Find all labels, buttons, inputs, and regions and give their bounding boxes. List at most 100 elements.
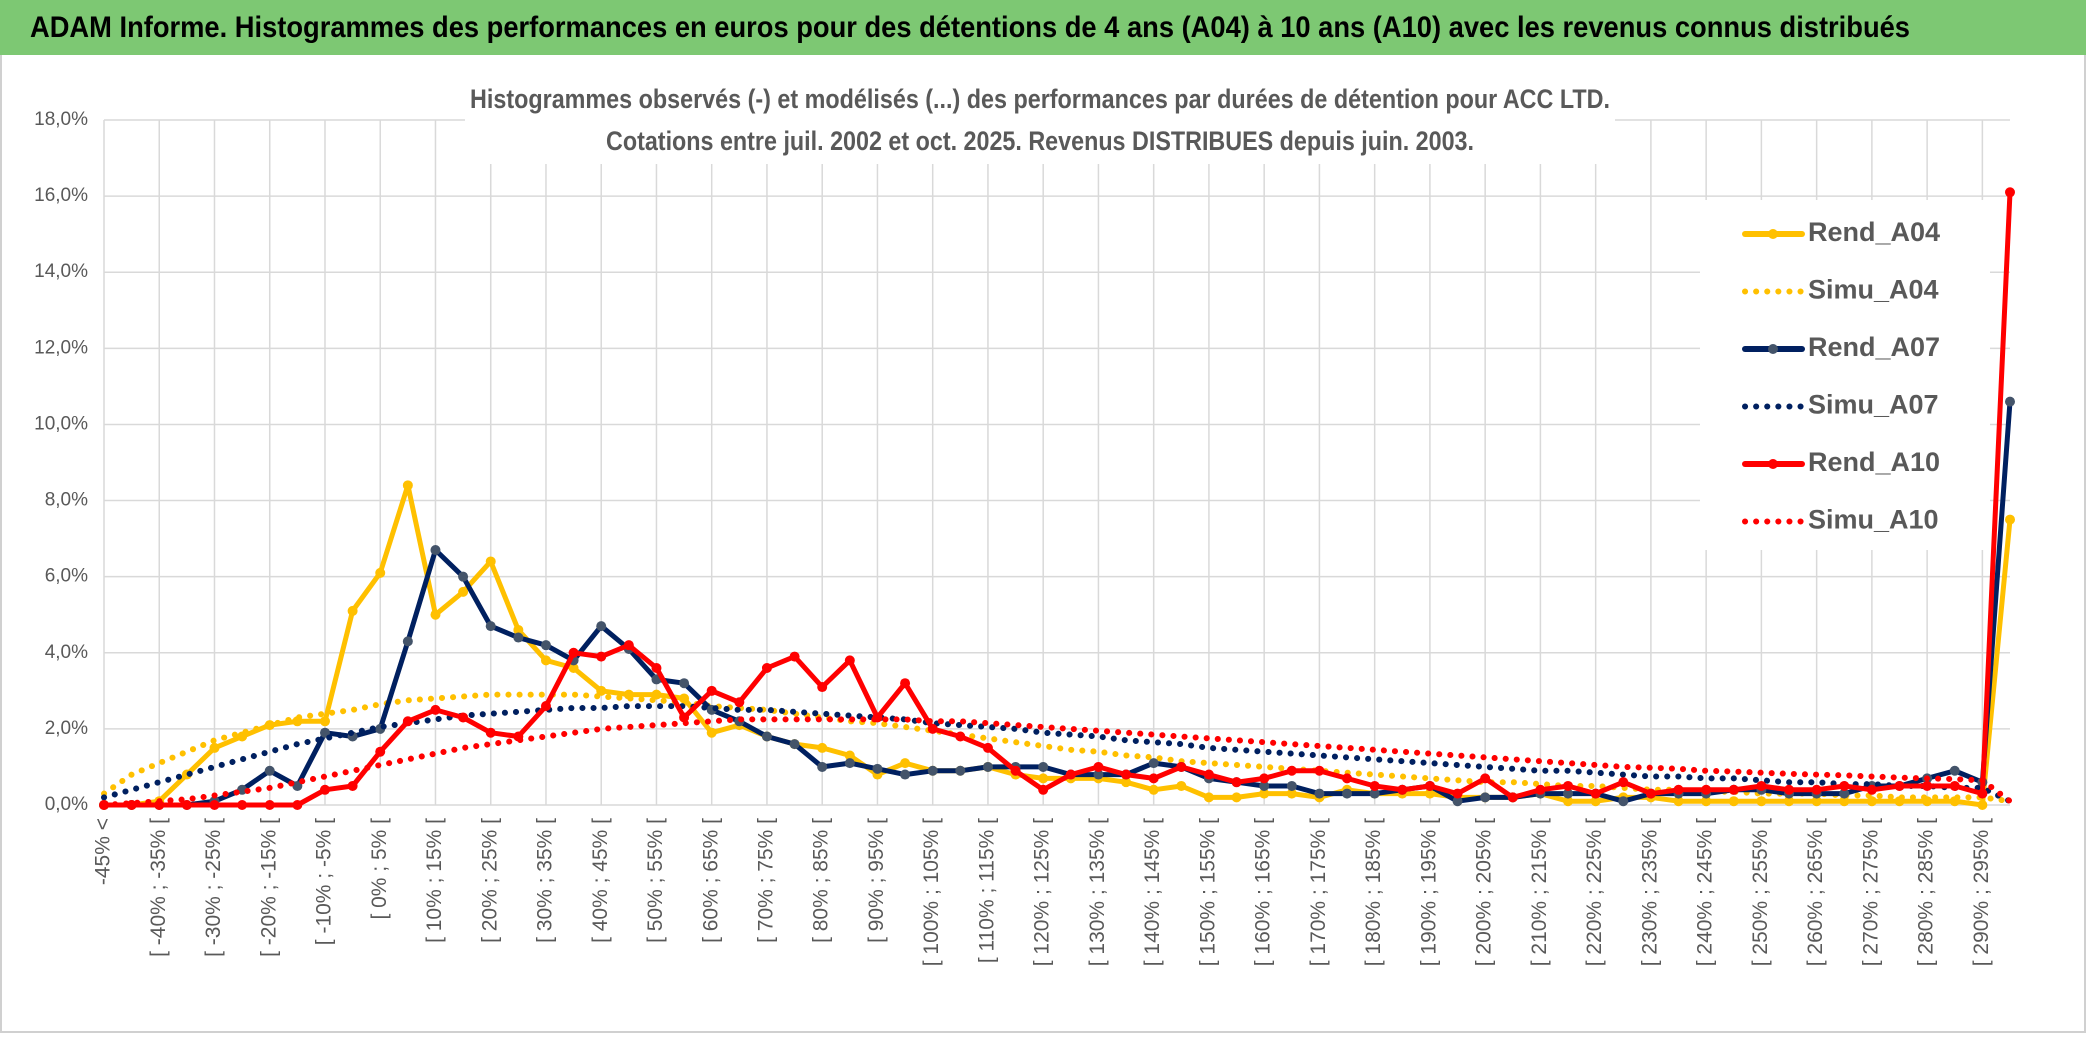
point — [955, 731, 966, 742]
point — [1728, 796, 1739, 807]
y-tick-label: 10,0% — [34, 413, 88, 434]
point — [623, 640, 634, 651]
point — [264, 765, 275, 776]
point — [817, 742, 828, 753]
model-line — [101, 703, 2013, 805]
x-tick-label: [ -40% ; -35% [ — [147, 818, 170, 957]
point — [2005, 187, 2015, 198]
point — [1093, 761, 1104, 772]
x-tick-label: [ 140% ; 145% [ — [1141, 818, 1164, 966]
x-tick-label: [ 110% ; 115% [ — [975, 818, 998, 963]
point — [1342, 788, 1353, 799]
point — [1480, 792, 1491, 803]
legend-marker — [1768, 229, 1778, 239]
legend-label: Rend_A04 — [1808, 217, 1940, 247]
observed-line — [101, 482, 2013, 808]
point — [679, 678, 690, 689]
point — [402, 716, 413, 727]
legend-label: Rend_A07 — [1808, 332, 1940, 362]
legend-label: Rend_A10 — [1808, 447, 1940, 477]
point — [1038, 773, 1049, 784]
point — [1369, 780, 1380, 791]
point — [1563, 796, 1574, 807]
x-tick-label: [ 270% ; 275% [ — [1859, 818, 1882, 966]
point — [430, 704, 441, 715]
point — [1369, 788, 1380, 799]
point — [1038, 761, 1049, 772]
point — [1259, 780, 1270, 791]
x-tick-label: [ 100% ; 105% [ — [920, 818, 943, 966]
point — [1203, 769, 1214, 780]
page-title: ADAM Informe. Histogrammes des performan… — [30, 11, 1910, 44]
point — [651, 689, 662, 700]
point — [1728, 784, 1739, 795]
point — [1148, 758, 1159, 769]
point — [485, 556, 496, 567]
point — [1176, 780, 1187, 791]
point — [1121, 769, 1132, 780]
point — [1314, 765, 1325, 776]
point — [1894, 780, 1905, 791]
point — [1480, 773, 1491, 784]
point — [982, 761, 993, 772]
point — [1065, 769, 1076, 780]
point — [458, 586, 469, 597]
point — [1259, 773, 1270, 784]
point — [1314, 788, 1325, 799]
point — [209, 742, 220, 753]
x-tick-label: [ -20% ; -15% [ — [257, 818, 280, 957]
point — [1342, 773, 1353, 784]
point — [1424, 780, 1435, 791]
title-bar — [0, 0, 2086, 55]
point — [1590, 796, 1601, 807]
y-tick-label: 18,0% — [34, 109, 88, 130]
point — [319, 716, 330, 727]
x-tick-label: [ 190% ; 195% [ — [1417, 818, 1440, 966]
point — [817, 682, 828, 693]
point — [485, 621, 496, 632]
point — [1535, 784, 1546, 795]
x-tick-label: [ 30% ; 35% [ — [534, 818, 557, 943]
point — [540, 640, 551, 651]
point — [264, 800, 275, 810]
point — [761, 731, 772, 742]
point — [1673, 784, 1684, 795]
point — [1507, 792, 1518, 803]
point — [1839, 780, 1850, 791]
observed-line — [101, 189, 2013, 808]
point — [1424, 788, 1435, 799]
y-tick-label: 8,0% — [45, 490, 88, 511]
y-tick-label: 4,0% — [45, 642, 88, 663]
x-tick-label: [ 90% ; 95% [ — [865, 818, 888, 943]
x-tick-label: [ 160% ; 165% [ — [1252, 818, 1275, 966]
x-tick-label: [ 290% ; 295% [ — [1970, 818, 1993, 966]
point — [568, 647, 579, 658]
point — [540, 655, 551, 666]
point — [1839, 796, 1850, 807]
point — [679, 712, 690, 723]
point — [1038, 784, 1049, 795]
point — [540, 701, 551, 712]
x-tick-label: [ 50% ; 55% [ — [644, 818, 667, 943]
x-tick-label: [ 200% ; 205% [ — [1473, 818, 1496, 966]
point — [1673, 796, 1684, 807]
point — [1231, 777, 1242, 788]
point — [789, 739, 800, 750]
y-tick-label: 16,0% — [34, 185, 88, 206]
point — [458, 712, 469, 723]
point — [1701, 796, 1712, 807]
title-background — [465, 80, 1615, 164]
point — [1866, 796, 1877, 807]
point — [1784, 796, 1795, 807]
point — [1286, 765, 1297, 776]
point — [1286, 788, 1297, 799]
model-line — [101, 716, 2013, 808]
point — [1949, 780, 1960, 791]
point — [1866, 784, 1877, 795]
point — [927, 723, 938, 734]
point — [1286, 780, 1297, 791]
point — [927, 765, 938, 776]
point — [513, 632, 524, 643]
point — [872, 763, 883, 774]
point — [402, 636, 413, 647]
